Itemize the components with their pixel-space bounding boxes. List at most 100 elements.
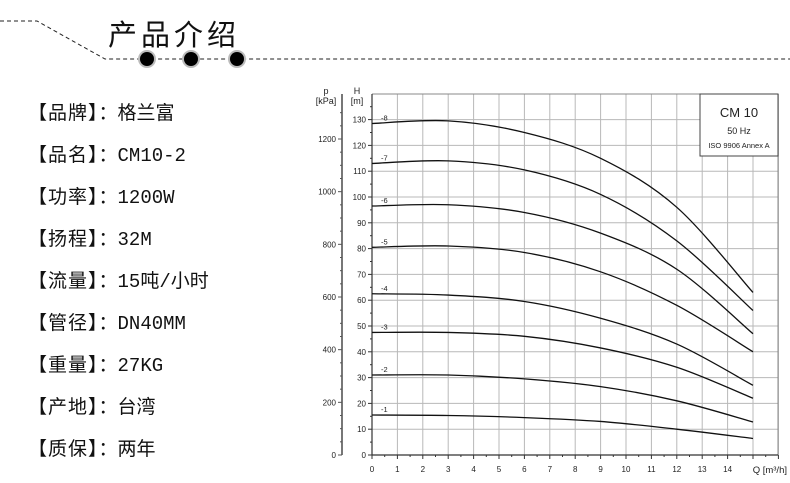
q-axis-label: Q [m³/h] [753,465,787,476]
h-tick-label: 50 [357,322,366,331]
p-tick-label: 1000 [318,188,336,197]
spec-value: 1200W [117,187,175,209]
spec-sep: ： [98,145,118,167]
h-tick-label: 20 [357,399,366,408]
h-tick-label: 80 [357,245,366,254]
h-tick-label: 110 [353,167,366,176]
spec-sep: ： [98,187,118,209]
curve-stage-2 [371,374,754,423]
spec-label: 【重量】 [28,355,99,377]
curve-stage-5 [371,245,754,353]
h-tick-label: 120 [353,141,367,150]
spec-sep: ： [98,229,118,251]
spec-sep: ： [98,313,118,335]
x-tick-label: 5 [497,465,502,474]
x-tick-label: 6 [522,465,527,474]
curve-label: -1 [381,405,388,414]
spec-label: 【扬程】 [28,229,99,251]
legend-frequency: 50 Hz [727,126,751,136]
spec-value: 15吨/小时 [117,271,209,293]
h-tick-label: 60 [357,296,366,305]
x-tick-label: 8 [573,465,578,474]
spec-label: 【质保】 [28,439,99,461]
spec-value: 32M [117,229,152,251]
x-tick-label: 13 [698,465,707,474]
curve-stage-7 [371,160,754,311]
curve-label: -2 [381,365,388,374]
h-tick-label: 10 [357,425,366,434]
x-tick-label: 7 [548,465,553,474]
x-tick-label: 0 [370,465,375,474]
curve-label: -8 [381,113,388,122]
curve-label: -6 [381,196,388,205]
curve-label: -5 [381,237,388,246]
p-tick-label: 600 [323,293,337,302]
spec-sep: ： [98,439,118,461]
p-tick-label: 1200 [318,135,336,144]
h-tick-label: 130 [353,116,367,125]
spec-row-model: 【品名】：CM10-2 [28,142,209,184]
legend-standard: ISO 9906 Annex A [708,141,769,150]
curve-label: -3 [381,322,388,331]
spec-label: 【产地】 [28,397,99,419]
dot-icon [228,50,246,68]
spec-sep: ： [98,271,118,293]
spec-value: 台湾 [117,397,156,419]
x-tick-label: 4 [471,465,476,474]
h-tick-label: 90 [357,219,366,228]
x-tick-label: 12 [672,465,681,474]
curve-stage-4 [371,293,754,386]
spec-list: 【品牌】：格兰富 【品名】：CM10-2 【功率】：1200W 【扬程】：32M… [28,100,209,478]
h-axis-symbol: H [354,86,361,96]
spec-label: 【管径】 [28,313,99,335]
spec-row-warranty: 【质保】：两年 [28,436,209,478]
spec-value: 27KG [117,355,164,377]
h-tick-label: 0 [362,451,367,460]
x-tick-label: 2 [421,465,426,474]
dot-icon [182,50,200,68]
spec-row-origin: 【产地】：台湾 [28,394,209,436]
spec-value: CM10-2 [117,145,186,167]
spec-value: 两年 [117,439,156,461]
curve-label: -4 [381,284,388,293]
h-tick-label: 30 [357,374,366,383]
spec-row-flow: 【流量】：15吨/小时 [28,268,209,310]
p-axis-unit: [kPa] [316,96,337,106]
dashed-line [0,20,790,60]
x-tick-label: 9 [598,465,603,474]
spec-row-pipe: 【管径】：DN40MM [28,310,209,352]
p-tick-label: 200 [323,398,337,407]
h-tick-label: 40 [357,348,366,357]
legend-title: CM 10 [720,105,758,120]
spec-label: 【品名】 [28,145,99,167]
spec-value: 格兰富 [117,103,175,125]
curve-stage-8 [371,119,754,293]
p-tick-label: 0 [332,451,337,460]
spec-sep: ： [98,355,118,377]
spec-label: 【功率】 [28,187,99,209]
spec-label: 【品牌】 [28,103,99,125]
legend-box: CM 10 50 Hz ISO 9906 Annex A [699,93,779,157]
x-tick-label: 10 [622,465,631,474]
spec-row-power: 【功率】：1200W [28,184,209,226]
x-tick-label: 1 [395,465,400,474]
spec-row-head: 【扬程】：32M [28,226,209,268]
p-tick-label: 800 [323,240,337,249]
p-axis-symbol: p [323,86,328,96]
curve-stage-3 [371,331,754,399]
curve-stage-6 [371,203,754,335]
x-tick-label: 3 [446,465,451,474]
x-tick-label: 11 [647,465,656,474]
header-decoration [0,20,790,68]
spec-label: 【流量】 [28,271,99,293]
dot-icon [138,50,156,68]
spec-sep: ： [98,397,118,419]
h-tick-label: 100 [353,193,367,202]
spec-row-weight: 【重量】：27KG [28,352,209,394]
spec-value: DN40MM [117,313,186,335]
spec-sep: ： [98,103,118,125]
h-axis-label: [m] [351,96,364,106]
spec-row-brand: 【品牌】：格兰富 [28,100,209,142]
section-title: 产品介绍 [108,18,241,52]
